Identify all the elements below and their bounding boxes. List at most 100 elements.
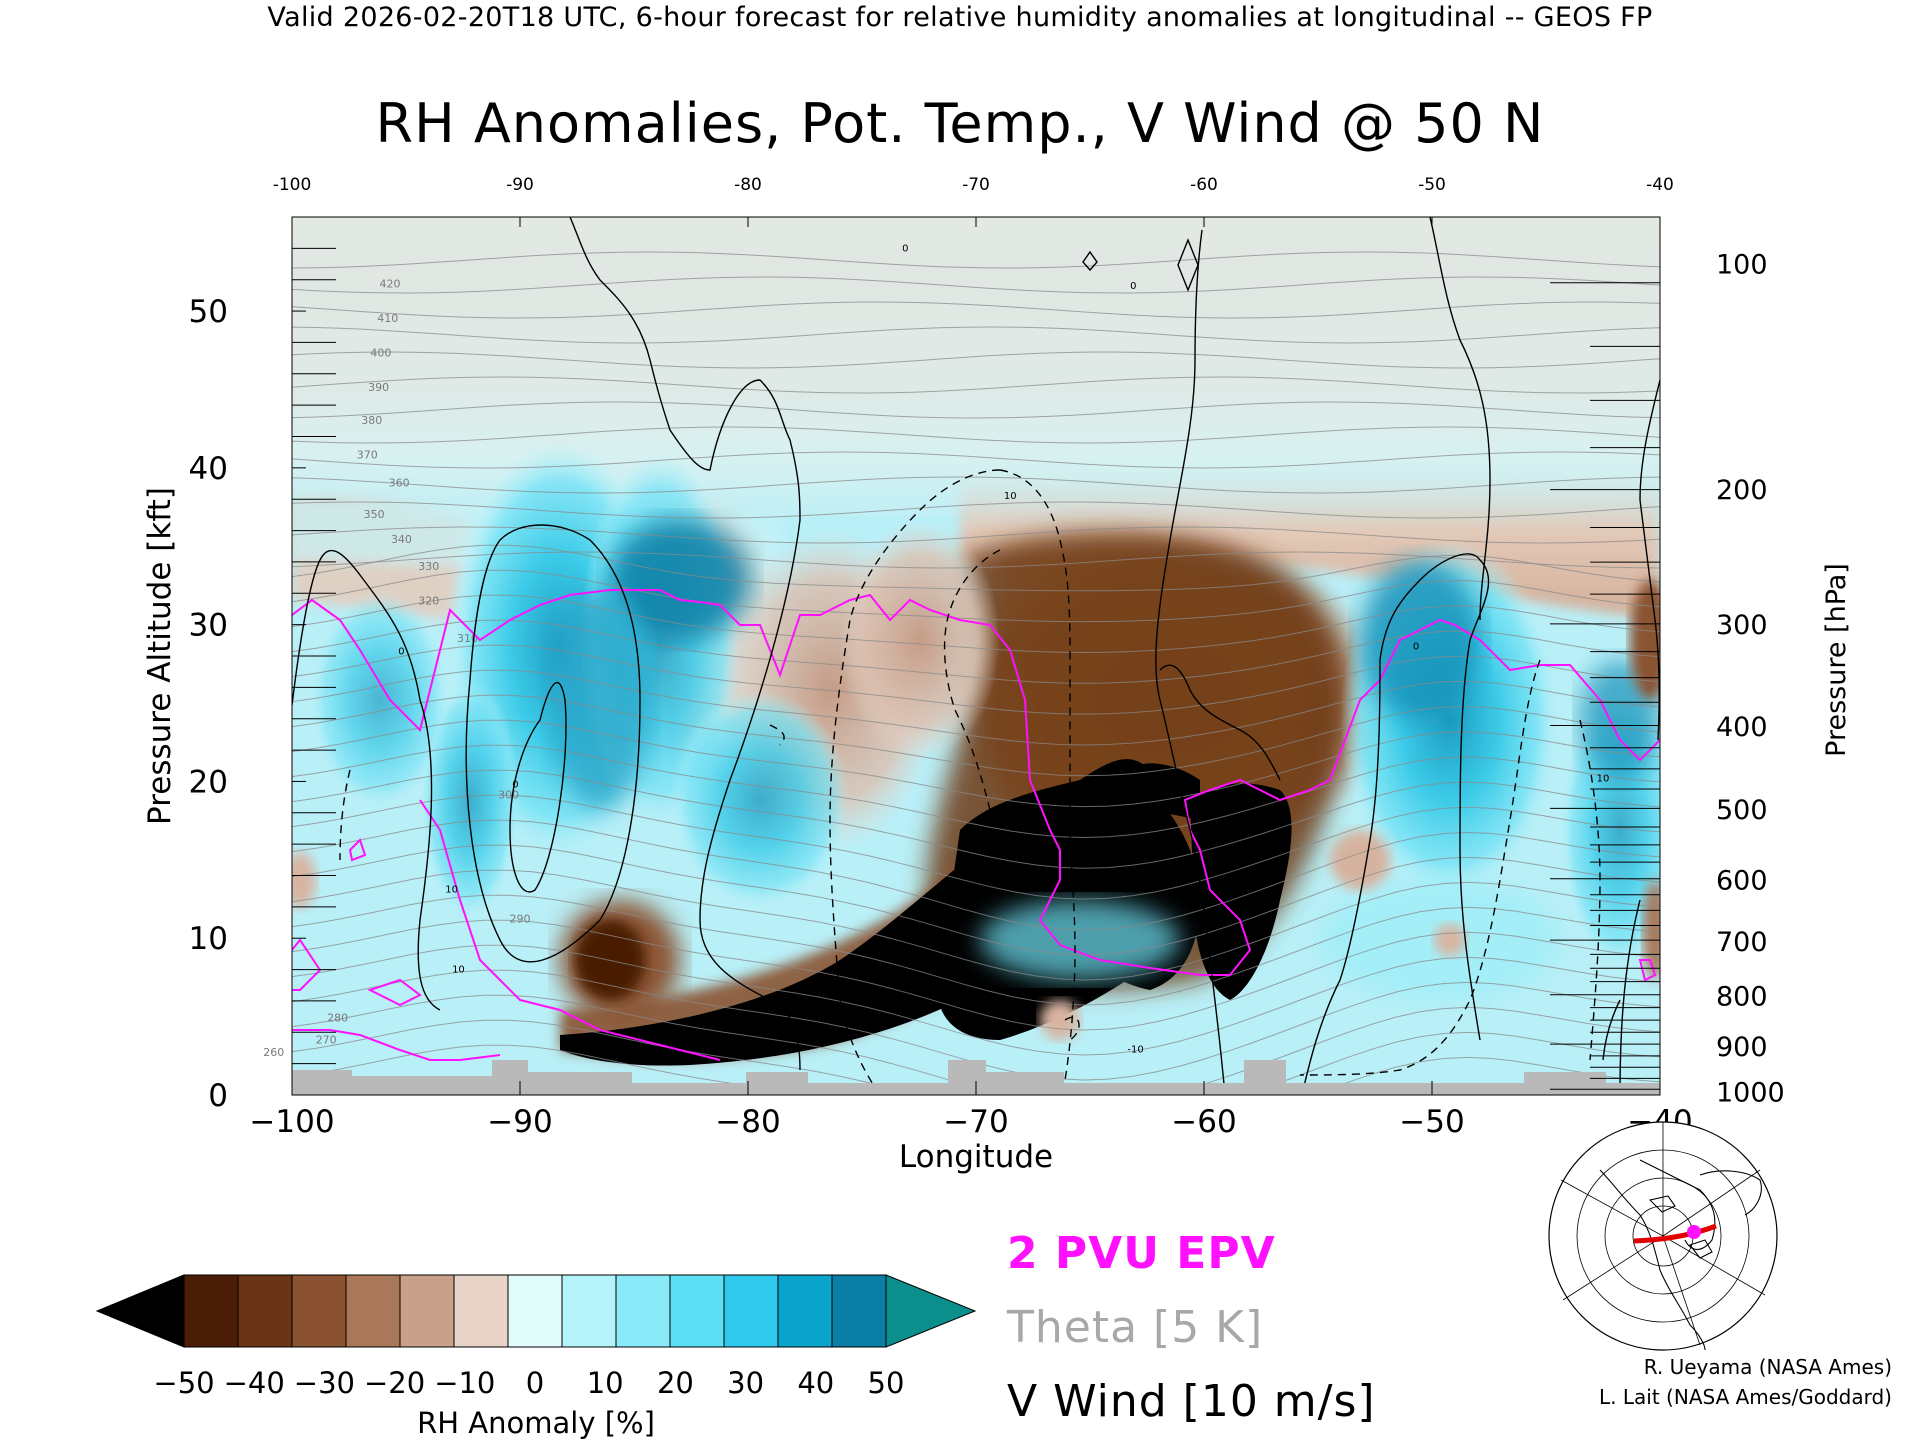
theta-label: 280 [327, 1011, 348, 1024]
theta-contour [292, 819, 1660, 931]
x-tick-label: −50 [1399, 1104, 1464, 1140]
theta-contour [292, 276, 1660, 294]
vwind-zero-b [1155, 229, 1226, 1095]
epv-contour-small-2 [1638, 959, 1657, 982]
colorbar-tick-label: 0 [526, 1366, 544, 1400]
vwind-zero-inner [509, 681, 567, 893]
theta-label: 320 [418, 594, 439, 607]
y-tick-label: 30 [189, 608, 228, 644]
theta-contour [292, 869, 1660, 981]
vwind-zero-c [1159, 664, 1281, 781]
theta-label: 400 [370, 347, 391, 360]
vwind-zero-h [1602, 999, 1621, 1061]
colorbar-label: RH Anomaly [%] [417, 1406, 655, 1440]
theta-label: 270 [316, 1033, 337, 1046]
theta-contour [292, 794, 1660, 900]
v-wind-contours [292, 217, 1660, 1095]
vwind-label: 10 [1004, 491, 1017, 502]
epv-contour-small-1 [348, 838, 367, 862]
theta-contour [292, 251, 1660, 269]
theta-contour [292, 769, 1660, 869]
colorbar-max-arrow [885, 1274, 977, 1348]
vwind-label: 0 [902, 243, 908, 254]
x-tick-label: −80 [715, 1104, 780, 1140]
colorbar-tick-label: 10 [587, 1366, 624, 1400]
y-tick-label: 20 [189, 764, 228, 800]
top-tick-label: -40 [1646, 175, 1674, 195]
vwind-label: 10 [1597, 773, 1610, 784]
vwind-zero-oval [465, 524, 641, 963]
colorbar-min-arrow [95, 1274, 185, 1348]
theta-label: 420 [380, 278, 401, 291]
vwind-ten-g [769, 724, 785, 746]
colorbar-swatch [507, 1274, 563, 1348]
theta-contour [292, 669, 1660, 746]
vwind-label: -10 [1127, 1045, 1143, 1056]
y-tick-label: 10 [189, 921, 228, 957]
theta-label: 340 [391, 533, 412, 546]
theta-contour [292, 501, 1660, 519]
theta-label: 360 [389, 477, 410, 490]
forecast-valid-line: Valid 2026-02-20T18 UTC, 6-hour forecast… [267, 2, 1653, 33]
vwind-label: 10 [445, 885, 458, 896]
legend-epv: 2 PVU EPV [1007, 1228, 1276, 1279]
vwind-zero-diamond-2 [1177, 238, 1199, 292]
vwind-zero-left [292, 549, 441, 1011]
x-tick-label: −100 [249, 1104, 334, 1140]
theta-contour [292, 919, 1660, 1031]
colorbar-swatch [723, 1274, 779, 1348]
colorbar-tick-label: 20 [657, 1366, 694, 1400]
rh-anomaly-field [292, 217, 1660, 1095]
pressure-tick-label: 200 [1716, 475, 1768, 506]
vwind-ten-b [999, 469, 1076, 1081]
pressure-tick-label: 100 [1716, 249, 1768, 280]
theta-contours [292, 251, 1660, 1095]
vwind-ten-f [1579, 719, 1601, 1061]
x-tick-label: −70 [943, 1104, 1008, 1140]
colorbar-tick-label: −30 [294, 1366, 355, 1400]
theta-label: 370 [357, 448, 378, 461]
y-tick-label: 0 [208, 1078, 228, 1114]
pressure-tick-label: 300 [1716, 610, 1768, 641]
theta-contour [292, 719, 1660, 808]
epv-contour-small-3 [367, 978, 422, 1007]
theta-contour [292, 594, 1660, 654]
colorbar-tick-label: 50 [868, 1366, 905, 1400]
theta-contour [292, 476, 1660, 494]
vwind-zero-diamond-1 [1082, 250, 1098, 272]
vwind-label: 0 [512, 780, 518, 791]
colorbar-swatch [831, 1274, 887, 1348]
theta-contour [292, 694, 1660, 777]
top-tick-label: -90 [506, 175, 534, 195]
colorbar-tick-label: −20 [364, 1366, 425, 1400]
vwind-label: 0 [398, 646, 404, 657]
vwind-ten-e [1299, 659, 1541, 1076]
top-tick-label: -100 [273, 175, 312, 195]
theta-label: 410 [377, 312, 398, 325]
theta-contour [292, 644, 1660, 715]
vwind-zero-a [569, 217, 801, 1071]
theta-contour [292, 1019, 1660, 1095]
vwind-zero-d [1301, 553, 1490, 1095]
colorbar-swatch [399, 1274, 455, 1348]
axis-labels: −100−90−80−70−60−50−40-100-90-80-70-60-5… [189, 175, 1785, 1140]
pressure-tick-label: 1000 [1716, 1077, 1785, 1108]
theta-contour [292, 944, 1660, 1056]
theta-contour [292, 376, 1660, 394]
theta-contour [292, 1044, 1660, 1095]
pressure-tick-label: 800 [1716, 982, 1768, 1013]
colorbar-swatch [777, 1274, 833, 1348]
x-tick-label: −90 [487, 1104, 552, 1140]
theta-contour [292, 426, 1660, 444]
colorbar-swatch [291, 1274, 347, 1348]
y-tick-label: 50 [189, 294, 228, 330]
colorbar-tick-label: −50 [153, 1366, 214, 1400]
credit-line-1: R. Ueyama (NASA Ames) [1643, 1355, 1892, 1379]
pressure-tick-label: 700 [1716, 927, 1768, 958]
theta-contour [292, 326, 1660, 344]
vwind-zero-e [1429, 217, 1491, 621]
theta-contour-labels: 4204104003903803703603503403303203103002… [263, 278, 530, 1059]
theta-contour [292, 744, 1660, 839]
theta-contour [292, 619, 1660, 684]
